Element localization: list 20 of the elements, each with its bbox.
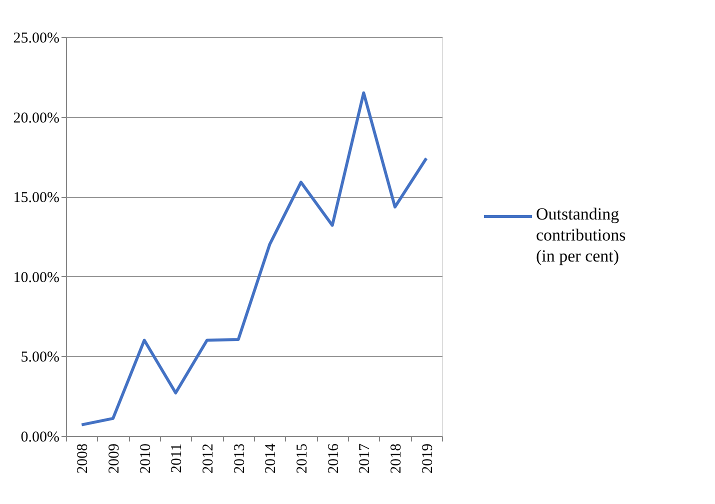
x-tick-label: 2019 xyxy=(420,444,436,474)
line-series xyxy=(80,91,428,426)
y-tick-label: 25.00% xyxy=(13,30,60,46)
x-tick-label: 2010 xyxy=(138,444,154,474)
x-tick-label: 2012 xyxy=(200,444,216,474)
x-tick-label: 2008 xyxy=(75,444,92,474)
y-tick-label: 15.00% xyxy=(13,190,60,206)
x-tick-label: 2009 xyxy=(106,444,122,474)
x-tick-label: 2018 xyxy=(388,444,404,474)
x-tick-label: 2014 xyxy=(263,443,280,474)
x-tick-label: 2013 xyxy=(232,444,248,474)
x-tick-label: 2017 xyxy=(357,443,374,474)
y-tick-label: 0.00% xyxy=(20,430,60,446)
x-tick-label: 2016 xyxy=(326,443,342,474)
x-tick-label: 2015 xyxy=(294,444,310,474)
y-tick-label: 5.00% xyxy=(20,350,60,366)
y-tick-label: 20.00% xyxy=(13,110,60,126)
x-tick-label: 2011 xyxy=(169,444,186,473)
legend-label: Outstanding contributions (in per cent) xyxy=(536,204,626,266)
y-tick-label: 10.00% xyxy=(13,270,60,286)
